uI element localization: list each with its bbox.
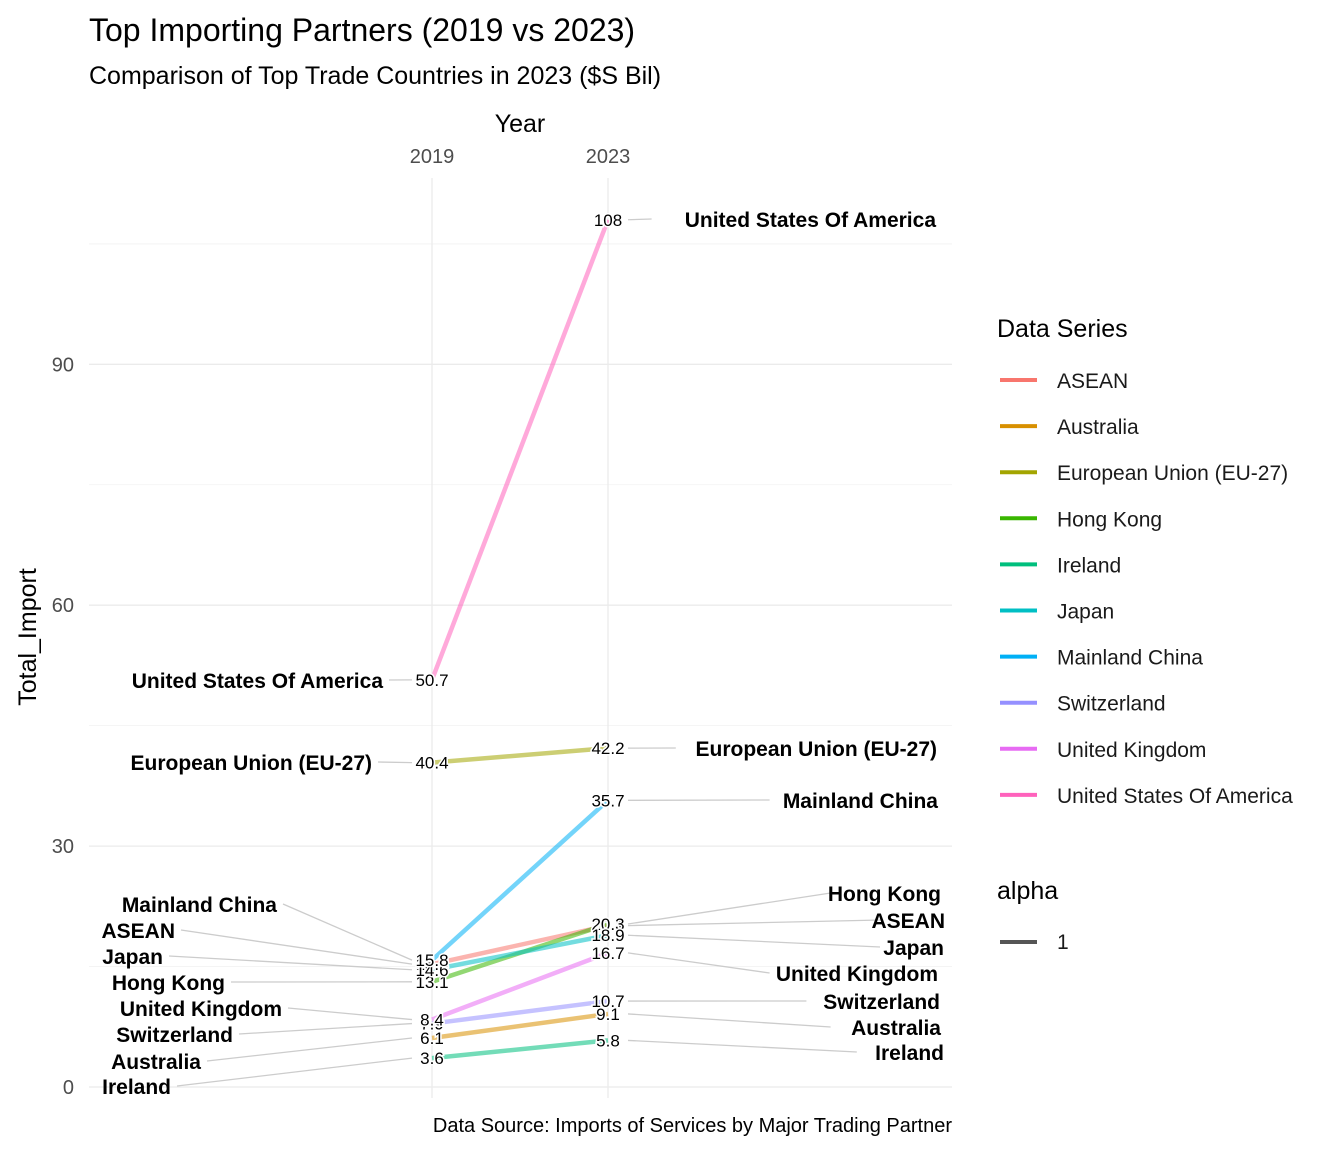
y-axis-ticks: 0 30 60 90 <box>52 354 74 1099</box>
value-label-asean-2023: 20.1 <box>591 917 624 936</box>
y-axis-title: Total_Import <box>14 568 42 706</box>
x-axis-ticks: 2019 2023 <box>410 146 631 168</box>
value-label-european-union-eu-27-2023: 42.2 <box>591 739 624 758</box>
x-tick-label: 2023 <box>586 146 631 168</box>
series-line-united-kingdom <box>431 950 609 1022</box>
value-labels: 15.3 20.1 6.1 9.1 40.4 42.2 13.1 20.3 3.6 5.8 14.6… <box>414 209 626 1069</box>
name-label-left-switzerland: Switzerland <box>116 1024 233 1047</box>
value-label-japan-2023: 18.9 <box>591 926 624 945</box>
series-line-ireland <box>431 1038 609 1061</box>
series-line-australia <box>431 1011 609 1041</box>
name-label-right-asean: ASEAN <box>871 910 945 933</box>
leader-line-right-asean <box>627 919 882 927</box>
value-label-australia-2019: 6.1 <box>420 1029 444 1048</box>
legend-label-european-union-eu-27: European Union (EU-27) <box>1057 462 1288 485</box>
leader-line-left-asean <box>180 929 413 965</box>
name-label-right-japan: Japan <box>883 937 944 960</box>
name-label-right-united-states-of-america: United States Of America <box>685 209 937 232</box>
value-label-hong-kong-2023: 20.3 <box>591 915 624 934</box>
legend-label-ireland: Ireland <box>1057 554 1121 577</box>
series-line-mainland-china <box>430 798 610 962</box>
name-label-left-european-union-eu-27: European Union (EU-27) <box>130 752 372 775</box>
alpha-legend-label: 1 <box>1057 931 1069 954</box>
series-line-united-states-of-america <box>429 218 611 681</box>
y-tick-label: 90 <box>52 354 74 376</box>
value-label-mainland-china-2023: 35.7 <box>591 791 624 810</box>
value-label-switzerland-2019: 7.9 <box>420 1015 444 1034</box>
name-label-right-united-kingdom: United Kingdom <box>776 963 938 986</box>
legend-label-australia: Australia <box>1057 416 1139 439</box>
y-tick-label: 60 <box>52 595 74 617</box>
leader-line-right-hong-kong <box>627 892 831 925</box>
name-label-right-switzerland: Switzerland <box>823 991 940 1014</box>
alpha-legend-title: alpha <box>997 877 1058 905</box>
legend-label-asean: ASEAN <box>1057 370 1128 393</box>
value-label-ireland-2019: 3.6 <box>420 1049 444 1068</box>
legend-label-hong-kong: Hong Kong <box>1057 508 1162 531</box>
leader-line-left-japan <box>168 955 413 971</box>
y-tick-label: 30 <box>52 836 74 858</box>
leader-line-left-european-union-eu-27 <box>377 761 413 764</box>
chart-subtitle: Comparison of Top Trade Countries in 202… <box>89 62 661 90</box>
x-axis-title: Year <box>495 110 546 138</box>
legend-label-mainland-china: Mainland China <box>1057 647 1203 670</box>
leader-line-left-united-kingdom <box>287 1007 413 1021</box>
value-label-australia-2023: 9.1 <box>596 1005 620 1024</box>
name-label-left-united-states-of-america: United States Of America <box>132 670 384 693</box>
series-lines <box>429 218 611 1061</box>
value-label-united-kingdom-2019: 8.4 <box>420 1011 444 1030</box>
leader-line-left-ireland <box>176 1057 413 1087</box>
plot-grid <box>89 178 952 1098</box>
series-line-japan <box>431 933 609 972</box>
name-label-left-mainland-china: Mainland China <box>122 894 277 917</box>
name-label-left-australia: Australia <box>111 1051 201 1074</box>
leader-line-right-japan <box>627 934 881 948</box>
name-label-left-japan: Japan <box>102 946 163 969</box>
value-label-mainland-china-2019: 15.8 <box>415 951 448 970</box>
leader-line-left-switzerland <box>238 1022 413 1035</box>
y-tick-label: 0 <box>63 1077 74 1099</box>
legend-title: Data Series <box>997 315 1128 343</box>
name-label-right-european-union-eu-27: European Union (EU-27) <box>695 738 937 761</box>
legend-label-united-states-of-america: United States Of America <box>1057 785 1293 808</box>
name-label-right-australia: Australia <box>851 1017 941 1040</box>
name-label-left-united-kingdom: United Kingdom <box>120 998 282 1021</box>
leader-line-right-australia <box>627 1013 831 1028</box>
legend-label-united-kingdom: United Kingdom <box>1057 739 1206 762</box>
name-label-left-hong-kong: Hong Kong <box>112 972 225 995</box>
chart-title: Top Importing Partners (2019 vs 2023) <box>89 12 635 48</box>
value-label-ireland-2023: 5.8 <box>596 1031 620 1050</box>
name-label-right-hong-kong: Hong Kong <box>828 883 941 906</box>
series-line-switzerland <box>431 998 609 1026</box>
legend: Data Series ASEAN Australia European Union… <box>997 315 1293 954</box>
name-label-right-ireland: Ireland <box>875 1042 944 1065</box>
label-leader-lines <box>168 218 882 1087</box>
chart-caption: Data Source: Imports of Services by Majo… <box>433 1115 952 1137</box>
name-label-left-ireland: Ireland <box>102 1076 171 1099</box>
series-line-european-union-eu-27 <box>431 745 609 765</box>
leader-line-left-australia <box>206 1037 413 1062</box>
value-label-united-kingdom-2023: 16.7 <box>591 944 624 963</box>
value-label-hong-kong-2019: 13.1 <box>415 973 448 992</box>
series-name-labels: ASEAN ASEAN Australia Australia European Uni… <box>101 209 945 1099</box>
value-label-japan-2019: 14.6 <box>415 961 448 980</box>
value-label-united-states-of-america-2019: 50.7 <box>415 671 448 690</box>
value-label-switzerland-2023: 10.7 <box>591 992 624 1011</box>
x-tick-label: 2019 <box>410 146 455 168</box>
leader-line-left-mainland-china <box>282 903 413 961</box>
legend-label-switzerland: Switzerland <box>1057 693 1166 716</box>
name-label-left-asean: ASEAN <box>101 920 175 943</box>
leader-line-right-united-kingdom <box>627 952 770 974</box>
value-label-asean-2019: 15.3 <box>415 955 448 974</box>
leader-line-right-ireland <box>627 1039 857 1053</box>
name-label-right-mainland-china: Mainland China <box>783 790 938 813</box>
value-label-european-union-eu-27-2019: 40.4 <box>415 754 448 773</box>
value-label-united-states-of-america-2023: 108 <box>594 211 622 230</box>
legend-label-japan: Japan <box>1057 601 1114 624</box>
leader-line-right-united-states-of-america <box>627 218 652 221</box>
